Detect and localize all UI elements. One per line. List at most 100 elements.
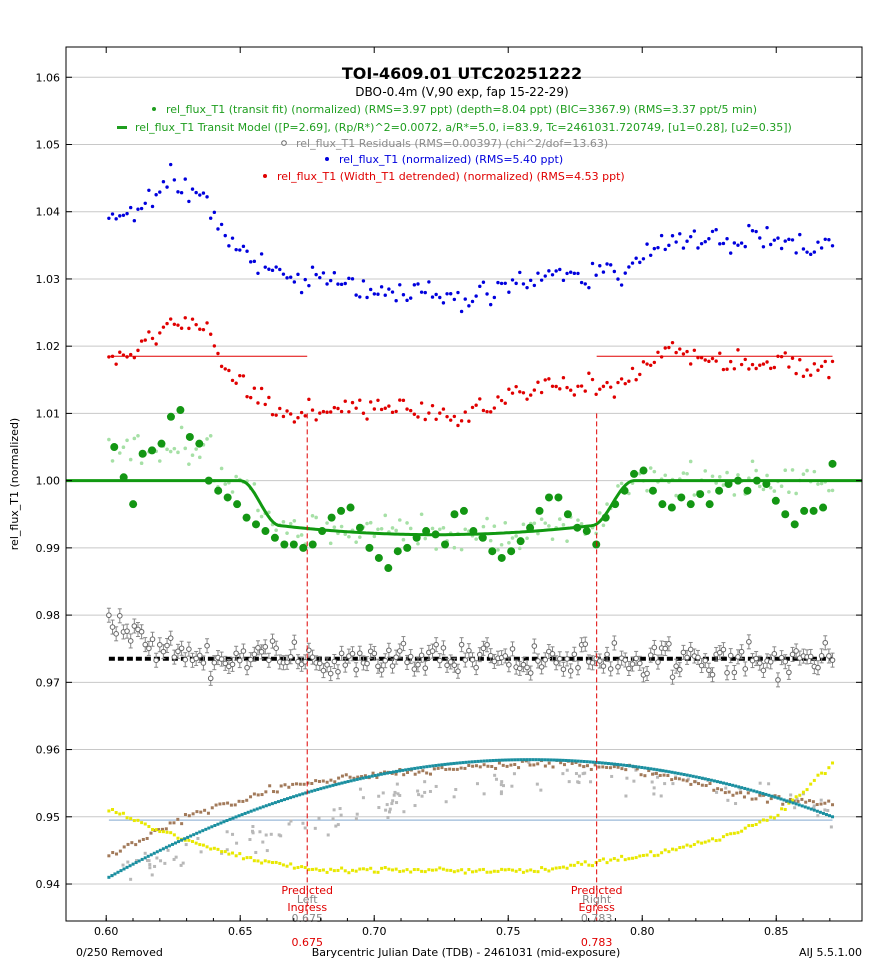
residual-point — [575, 664, 581, 671]
aux-teal-point — [282, 798, 286, 802]
transit-fit-point — [259, 514, 264, 519]
aux-yellow-point — [558, 866, 562, 870]
aux-brown-point — [578, 763, 582, 767]
aux-teal-point — [180, 838, 184, 842]
aux-yellow-point — [296, 865, 300, 869]
aux-gray-point — [159, 859, 163, 863]
aux-yellow-point — [529, 868, 533, 872]
residual-point — [418, 652, 425, 659]
aux-brown-point — [344, 773, 348, 777]
aux-teal-point — [682, 773, 686, 777]
aux-gray-point — [269, 832, 273, 836]
detrended-flux-point — [532, 388, 537, 392]
transit-fit-point — [597, 511, 602, 515]
normalized-flux-point — [405, 298, 409, 303]
aux-teal-point — [337, 782, 341, 786]
normalized-flux-point — [281, 272, 286, 276]
aux-teal-point — [673, 771, 677, 775]
residual-point — [706, 667, 712, 674]
detrended-flux-point — [529, 393, 533, 397]
aux-brown-point — [187, 814, 191, 818]
aux-gray-point — [250, 829, 254, 833]
x-tick-label: 0.75 — [496, 925, 521, 938]
aux-brown-point — [494, 766, 498, 770]
aux-teal-point — [582, 760, 586, 764]
aux-teal-point — [382, 772, 386, 776]
aux-teal-point — [425, 765, 429, 769]
aux-yellow-point — [514, 869, 518, 873]
aux-gray-point — [801, 792, 805, 796]
aux-brown-point — [463, 766, 467, 770]
aux-yellow-point — [129, 817, 133, 821]
aux-teal-point — [410, 767, 414, 771]
normalized-flux-point — [685, 239, 689, 243]
aux-teal-point — [152, 851, 156, 855]
aux-teal-point — [279, 799, 283, 803]
residual-point — [822, 639, 829, 646]
aux-yellow-point — [321, 868, 325, 872]
detrended-flux-point — [805, 368, 809, 372]
transit-fit-point — [187, 462, 191, 466]
aux-teal-point — [528, 758, 532, 762]
normalized-flux-point — [350, 277, 355, 281]
transit-fit-point — [721, 483, 726, 487]
aux-gray-point — [334, 824, 338, 828]
aux-brown-point — [294, 782, 298, 786]
normalized-flux-point — [339, 282, 344, 287]
detrended-flux-point — [267, 395, 271, 400]
detrended-flux-point — [325, 410, 329, 414]
aux-gray-point — [196, 836, 200, 840]
aux-yellow-point — [325, 870, 329, 874]
aux-teal-point — [794, 802, 798, 806]
residual-point — [778, 654, 785, 661]
aux-teal-point — [295, 794, 299, 798]
detrended-flux-point — [536, 380, 540, 384]
transit-fit-point — [652, 469, 657, 474]
aux-gray-point — [332, 808, 336, 812]
detrended-flux-point — [147, 330, 151, 334]
detrended-flux-point — [769, 366, 773, 371]
transit-fit-point — [208, 434, 213, 438]
aux-teal-point — [516, 758, 520, 762]
aux-teal-point — [706, 778, 710, 782]
aux-brown-point — [237, 799, 241, 803]
aux-teal-point — [667, 770, 671, 774]
transit-fit-point — [252, 482, 257, 486]
aux-brown-point — [551, 765, 555, 769]
transit-fit-point — [325, 521, 329, 525]
aux-teal-point — [712, 779, 716, 783]
transit-fit-point — [190, 453, 195, 458]
normalized-flux-point — [478, 284, 482, 289]
normalized-flux-point — [419, 290, 424, 294]
aux-teal-point — [549, 758, 553, 762]
aux-brown-point — [356, 775, 360, 779]
aux-teal-point — [437, 763, 441, 767]
detrended-flux-point — [569, 388, 573, 392]
detrended-flux-point — [259, 386, 264, 391]
aux-brown-point — [662, 773, 666, 777]
aux-gray-point — [361, 796, 365, 800]
detrended-flux-point — [507, 387, 511, 391]
transit-fit-point — [703, 469, 708, 473]
transit-fit-binned-point — [422, 527, 431, 536]
aux-yellow-point — [285, 864, 289, 868]
aux-yellow-point — [667, 850, 671, 854]
residual-point — [771, 651, 778, 657]
detrended-flux-point — [336, 406, 340, 411]
detrended-flux-point — [685, 349, 689, 354]
residual-point — [818, 653, 825, 659]
normalized-flux-point — [623, 271, 627, 275]
residual-point — [146, 645, 152, 652]
transit-fit-binned-point — [403, 543, 412, 552]
aux-teal-point — [779, 797, 783, 801]
aux-brown-point — [474, 764, 478, 768]
aux-brown-point — [781, 802, 785, 806]
detrended-flux-point — [361, 411, 366, 415]
normalized-flux-point — [743, 244, 747, 249]
transit-fit-binned-point — [223, 493, 232, 502]
residual-point — [178, 645, 185, 652]
normalized-flux-point — [154, 193, 158, 197]
aux-teal-point — [289, 796, 293, 800]
residual-point — [233, 650, 239, 657]
aux-teal-point — [664, 769, 668, 773]
